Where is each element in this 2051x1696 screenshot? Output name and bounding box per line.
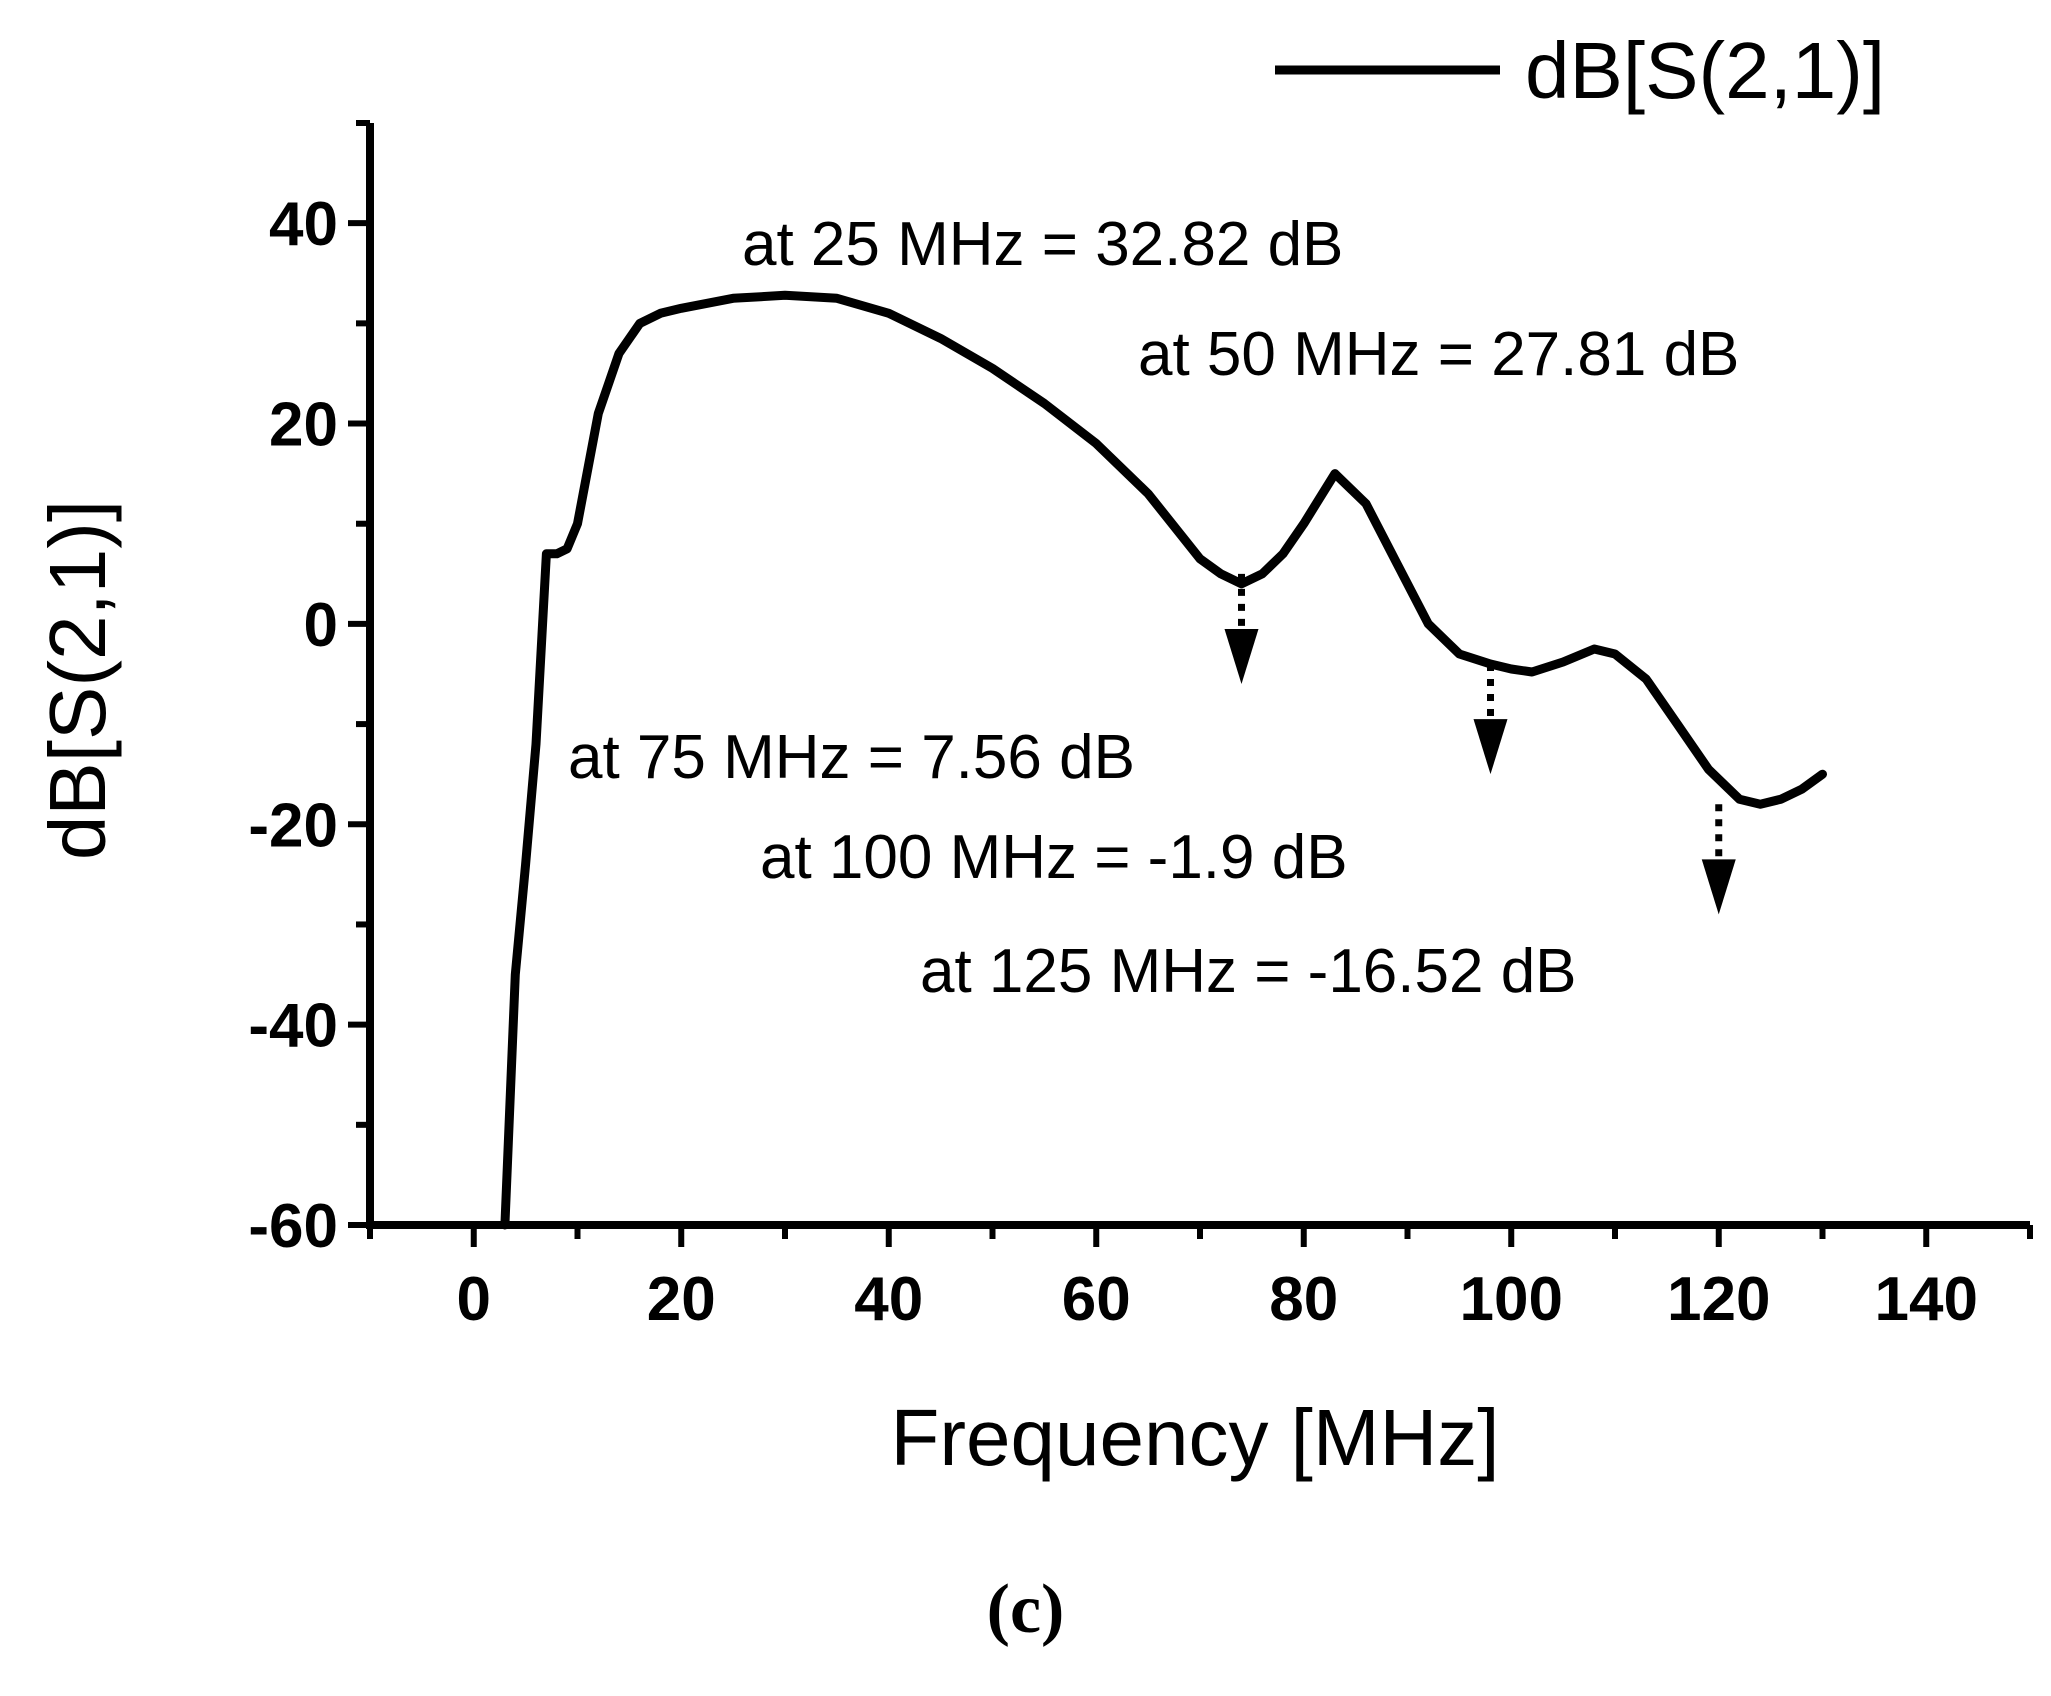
annotation-25mhz: at 25 MHz = 32.82 dB <box>742 210 1343 279</box>
annotation-75mhz: at 75 MHz = 7.56 dB <box>568 723 1135 792</box>
x-tick-label: 20 <box>647 1265 716 1334</box>
y-tick-label: -40 <box>248 992 338 1061</box>
y-tick-label: 0 <box>304 591 338 660</box>
x-tick-label: 80 <box>1269 1265 1338 1334</box>
x-tick-label: 100 <box>1460 1265 1563 1334</box>
series-line <box>500 290 1827 1230</box>
axes <box>366 123 2030 1229</box>
annotation-100mhz: at 100 MHz = -1.9 dB <box>760 823 1348 892</box>
ticks: 0 20 40 60 80 100 120 140 -60 -40 -20 0 20 40 <box>248 120 2033 1334</box>
x-tick-label: 140 <box>1875 1265 1978 1334</box>
series-lines <box>500 290 1827 1230</box>
annotation-50mhz: at 50 MHz = 27.81 dB <box>1138 320 1739 389</box>
y-tick-label: -20 <box>248 791 338 860</box>
x-tick-label: 40 <box>854 1265 923 1334</box>
y-tick-label: 40 <box>269 190 338 259</box>
annotation-arrow-head <box>1224 629 1259 685</box>
annotation-125mhz: at 125 MHz = -16.52 dB <box>920 937 1577 1006</box>
y-tick-label: 20 <box>269 391 338 460</box>
y-axis-title: dB[S(2,1)] <box>33 500 122 860</box>
annotation-arrows <box>1224 573 1736 915</box>
annotation-arrow-head <box>1701 859 1736 915</box>
x-tick-label: 120 <box>1667 1265 1770 1334</box>
x-tick-label: 0 <box>457 1265 491 1334</box>
x-tick-label: 60 <box>1062 1265 1131 1334</box>
x-axis-title: Frequency [MHz] <box>890 1393 1499 1482</box>
figure-caption: (c) <box>986 1571 1065 1648</box>
y-tick-label: -60 <box>248 1192 338 1261</box>
legend: dB[S(2,1)] <box>1275 26 1885 115</box>
legend-label: dB[S(2,1)] <box>1525 26 1885 115</box>
annotation-arrow-head <box>1473 719 1508 775</box>
